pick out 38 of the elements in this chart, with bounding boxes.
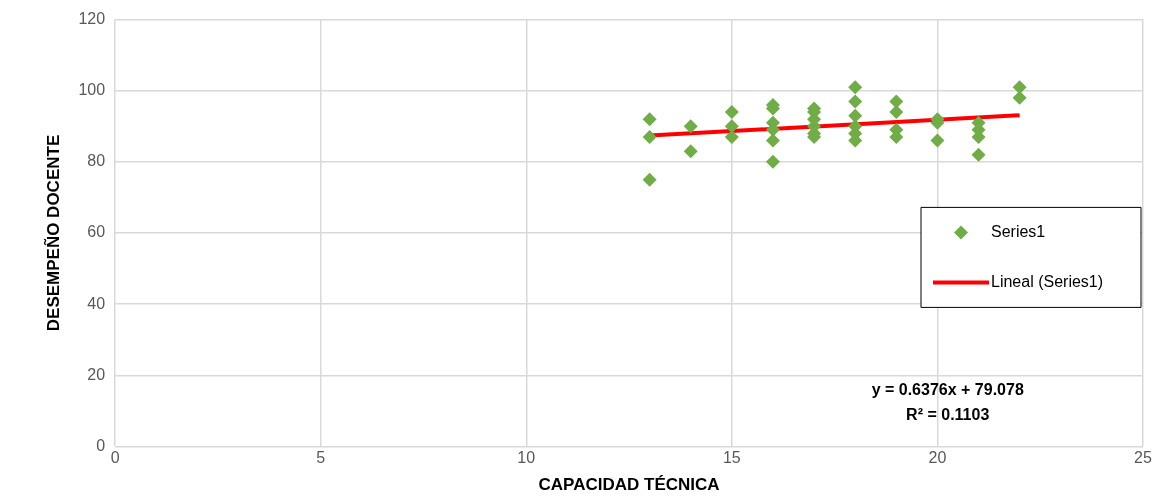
x-tick-label: 0 (110, 449, 120, 467)
x-tick-label: 20 (928, 449, 947, 467)
y-tick-label: 100 (78, 81, 106, 99)
annotation: R² = 0.1103 (906, 406, 990, 424)
x-axis-title: CAPACIDAD TÉCNICA (538, 475, 720, 495)
point (642, 172, 657, 187)
point (724, 105, 739, 120)
point (848, 94, 863, 109)
x-tick-label: 10 (517, 449, 536, 467)
y-tick-label: 20 (87, 365, 106, 383)
legend-label: Lineal (Series1) (991, 272, 1104, 290)
annotation: y = 0.6376x + 79.078 (871, 381, 1024, 399)
point (765, 154, 780, 169)
point (848, 108, 863, 123)
x-tick-label: 15 (722, 449, 741, 467)
x-tick-label: 5 (316, 449, 326, 467)
y-tick-label: 80 (87, 152, 106, 170)
y-tick-label: 60 (87, 223, 106, 241)
x-tick-label: 25 (1134, 449, 1152, 467)
point (971, 147, 986, 162)
point (889, 94, 904, 109)
point (724, 119, 739, 134)
y-axis-title: DESEMPEÑO DOCENTE (42, 134, 63, 332)
point (642, 129, 657, 144)
point (930, 133, 945, 148)
point (848, 80, 863, 95)
point (683, 119, 698, 134)
point (724, 129, 739, 144)
point (889, 105, 904, 120)
point (765, 133, 780, 148)
point (1012, 80, 1027, 95)
y-tick-label: 40 (87, 294, 106, 312)
point (683, 144, 698, 159)
point (1012, 90, 1027, 105)
point (642, 112, 657, 127)
legend-label: Series1 (991, 222, 1046, 240)
y-tick-label: 120 (78, 10, 106, 28)
y-tick-label: 0 (96, 436, 106, 454)
